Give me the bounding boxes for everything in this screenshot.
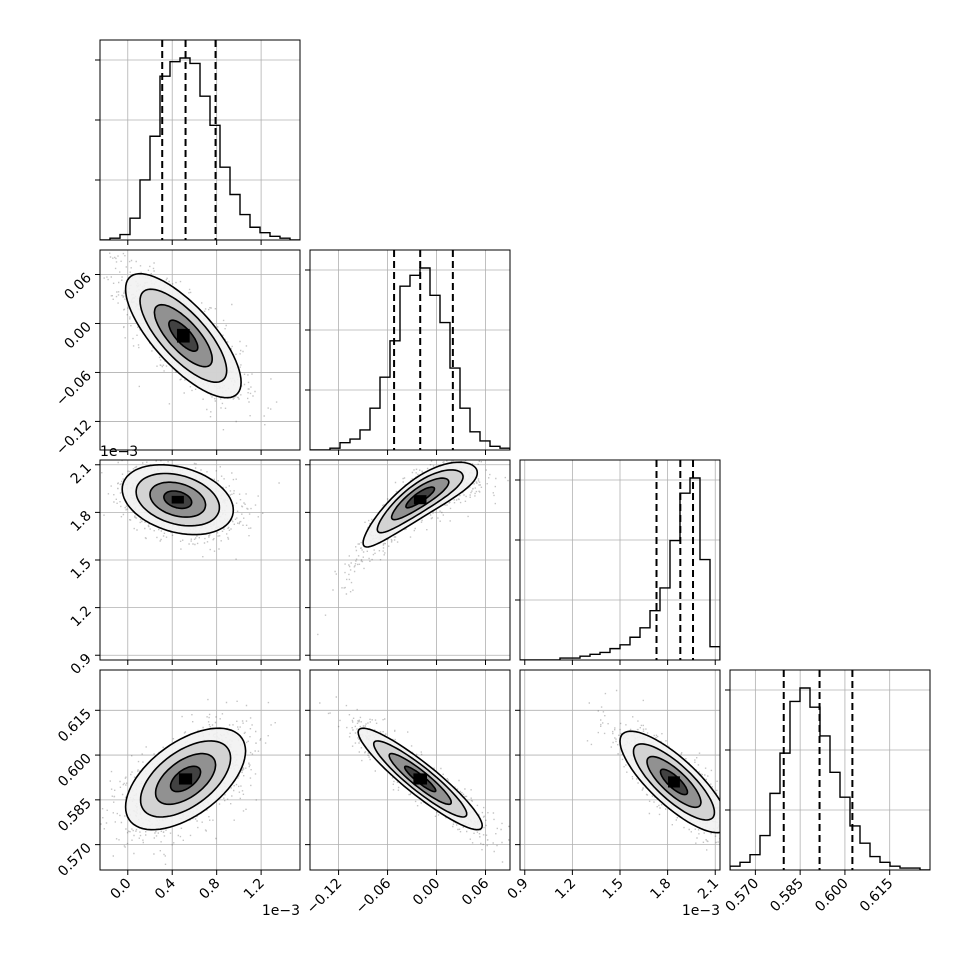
- panel-2-1: [305, 459, 511, 665]
- panel-3-1: −0.12 −0.06 0.00 0.06: [304, 669, 511, 918]
- density-region: [362, 461, 479, 548]
- density-region: [124, 272, 242, 399]
- y-tick-label: 1.8: [68, 508, 95, 535]
- panel-frame: [99, 459, 301, 661]
- density-peak: [413, 495, 427, 505]
- contour-line: [168, 319, 199, 352]
- contour-line: [124, 727, 247, 831]
- y-tick-label: 0.570: [55, 840, 95, 880]
- x-tick-label: 0.06: [459, 875, 492, 908]
- x-tick-label: 0.585: [767, 876, 807, 916]
- panel-frame: [519, 669, 721, 871]
- y-tick-label: 0.600: [55, 751, 95, 791]
- contour-line: [646, 755, 702, 809]
- x-tick-label: 1.2: [552, 876, 579, 903]
- density-peak: [668, 776, 680, 788]
- scatter-points: [586, 689, 720, 851]
- contour-line: [154, 752, 217, 806]
- x-tick-label: 1.2: [241, 876, 268, 903]
- contour-line: [169, 765, 202, 793]
- x-tick-label: 0.4: [152, 875, 179, 902]
- x-tick-label: 0.615: [857, 876, 897, 916]
- y-tick-label: 0.9: [68, 651, 95, 678]
- y-tick-label: −0.12: [53, 417, 95, 459]
- histogram-1: [310, 267, 510, 450]
- x-tick-label: 0.8: [196, 876, 223, 903]
- x-tick-label: 1.8: [647, 876, 674, 903]
- contour-line: [124, 272, 242, 399]
- panel-frame: [309, 669, 511, 871]
- y-tick-label: 0.00: [61, 319, 94, 352]
- density-peak: [178, 773, 193, 785]
- histogram-2: [520, 477, 720, 660]
- panel-1-1: [305, 249, 511, 455]
- density-region: [124, 727, 247, 831]
- contour-line: [632, 743, 716, 821]
- panel-frame: [99, 249, 301, 451]
- x-tick-label: 1.5: [600, 876, 627, 903]
- density-peak: [171, 495, 184, 504]
- x-offset-text-2: 1e−3: [682, 903, 720, 919]
- panel-3-3: 0.570 0.585 0.600 0.615: [723, 669, 931, 916]
- density-region: [619, 730, 720, 834]
- density-peak: [413, 773, 428, 785]
- x-tick-label: 0.600: [812, 876, 852, 916]
- density-region: [121, 464, 235, 536]
- density-peak: [176, 328, 190, 343]
- x-tick-label: 0.570: [723, 876, 763, 916]
- contour-line: [135, 472, 221, 527]
- panel-2-2: [515, 459, 721, 665]
- y-offset-text-2: 1e−3: [100, 444, 138, 460]
- y-tick-label: 0.615: [55, 706, 95, 746]
- contour-line: [357, 727, 484, 831]
- y-tick-label: 1.2: [68, 603, 95, 630]
- panel-0-0: [95, 39, 301, 245]
- contour-line: [405, 486, 436, 509]
- contour-line: [121, 464, 235, 536]
- contour-line: [390, 477, 450, 521]
- y-tick-label: 2.1: [68, 460, 95, 487]
- contour-line: [372, 740, 468, 818]
- x-tick-label: −0.06: [353, 875, 395, 917]
- panel-1-0: −0.12 −0.06 0.00 0.06: [53, 249, 301, 459]
- histogram-3: [730, 687, 930, 870]
- contour-line: [153, 303, 214, 368]
- panel-frame: [99, 669, 301, 871]
- panel-frame: [519, 459, 721, 661]
- x-tick-label: 0.9: [505, 876, 532, 903]
- contour-line: [139, 740, 232, 818]
- x-offset-text-0: 1e−3: [262, 903, 300, 919]
- x-tick-label: −0.12: [304, 876, 346, 918]
- panel-frame: [309, 249, 511, 451]
- contour-line: [362, 461, 479, 548]
- contour-line: [659, 768, 689, 796]
- panel-frame: [729, 669, 931, 871]
- contour-line: [619, 730, 720, 834]
- histogram-0: [100, 57, 300, 240]
- y-tick-label: −0.06: [53, 368, 95, 410]
- x-tick-label: 0.00: [410, 876, 443, 909]
- x-tick-label: 2.1: [695, 876, 722, 903]
- x-tick-label: 0.0: [108, 876, 135, 903]
- contour-line: [163, 490, 193, 510]
- panel-frame: [99, 39, 301, 241]
- scatter-cloud: [586, 689, 720, 851]
- panel-3-2: 0.9 1.2 1.5 1.8 2.1: [505, 669, 722, 903]
- contour-line: [376, 469, 464, 534]
- contour-line: [388, 752, 453, 806]
- y-tick-label: 0.585: [55, 795, 95, 835]
- panel-2-0: 0.9 1.2 1.5 1.8 2.1: [68, 459, 301, 678]
- y-tick-label: 1.5: [68, 556, 95, 583]
- contour-line: [139, 288, 228, 383]
- density-region: [357, 727, 484, 831]
- panel-frame: [309, 459, 511, 661]
- contour-line: [149, 481, 207, 518]
- y-tick-label: 0.06: [61, 270, 94, 303]
- contour-line: [403, 765, 437, 793]
